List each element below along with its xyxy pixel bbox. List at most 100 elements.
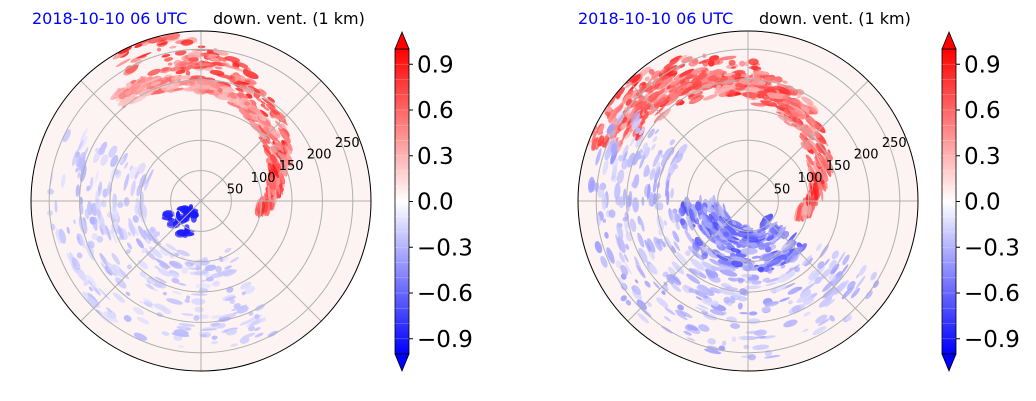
field-cell <box>679 218 686 226</box>
field-cell <box>753 70 770 76</box>
field-cell <box>143 229 152 242</box>
field-cell <box>648 263 658 275</box>
azimuth-line <box>200 200 322 322</box>
field-cell <box>625 89 638 103</box>
field-cell <box>760 100 778 106</box>
field-cell <box>163 57 174 62</box>
field-cell <box>136 316 150 325</box>
field-cell <box>202 327 213 330</box>
field-cell <box>675 152 684 164</box>
field-cell <box>731 260 744 268</box>
field-cell <box>794 266 801 273</box>
field-cell <box>174 230 186 238</box>
polar-frame <box>577 30 919 372</box>
field-cell <box>819 154 830 170</box>
field-cell <box>181 267 189 274</box>
field-cell <box>230 94 237 99</box>
field-cell <box>619 93 631 108</box>
field-cell <box>788 300 793 305</box>
field-cell <box>615 234 622 251</box>
field-cell <box>111 205 117 212</box>
field-cell <box>703 229 716 244</box>
field-cell <box>648 68 655 76</box>
field-cell <box>765 277 782 283</box>
field-cell <box>129 165 133 171</box>
field-cell <box>94 170 99 183</box>
field-cell <box>787 241 797 251</box>
field-cell <box>675 309 687 318</box>
field-cell <box>124 162 129 169</box>
field-cell <box>748 58 759 66</box>
field-cell <box>281 163 286 176</box>
field-cell <box>722 203 726 212</box>
field-cell <box>722 231 730 238</box>
field-cell <box>84 208 90 220</box>
field-cell <box>748 311 758 316</box>
field-cell <box>702 93 718 101</box>
field-cell <box>106 307 113 313</box>
radial-tick-label: 50 <box>774 182 791 197</box>
field-cell <box>155 258 171 269</box>
field-cell <box>258 114 267 122</box>
field-cell <box>248 104 261 114</box>
field-cell <box>670 150 680 166</box>
field-cell <box>189 271 207 276</box>
field-cell <box>89 176 94 191</box>
field-cell <box>736 225 744 230</box>
field-cell <box>173 59 182 66</box>
field-cell <box>652 281 661 290</box>
field-cell <box>701 223 711 237</box>
field-cell <box>608 209 616 219</box>
field-cell <box>589 179 597 193</box>
field-cell <box>99 224 104 236</box>
field-cell <box>271 112 279 120</box>
field-cell <box>203 67 214 72</box>
field-cell <box>148 230 160 244</box>
field-cell <box>279 129 291 143</box>
field-cell <box>618 154 625 162</box>
field-cell <box>175 70 186 75</box>
field-cell <box>621 121 628 129</box>
field-cell <box>685 250 691 256</box>
field-cell <box>707 338 716 345</box>
field-cell <box>165 243 177 252</box>
field-cell <box>136 184 141 197</box>
field-cell <box>145 76 162 84</box>
field-cell <box>102 202 107 208</box>
field-cell <box>169 260 183 269</box>
field-cell <box>66 252 73 266</box>
feature-positive_band-2 <box>110 74 280 146</box>
field-cell <box>627 152 636 168</box>
field-cell <box>76 268 87 282</box>
field-cell <box>225 329 238 336</box>
field-cell <box>651 70 661 78</box>
field-cell <box>670 283 682 292</box>
field-cell <box>277 185 281 195</box>
field-cell <box>126 242 133 250</box>
field-cell <box>622 144 629 157</box>
field-cell <box>147 68 161 76</box>
field-cell <box>687 74 695 79</box>
field-cell <box>640 106 645 111</box>
field-cell <box>639 148 644 154</box>
field-cell <box>751 80 765 86</box>
field-cell <box>597 135 605 147</box>
field-cell <box>639 154 646 169</box>
field-cell <box>641 101 647 107</box>
field-cell <box>766 92 784 100</box>
field-cell <box>597 186 605 198</box>
field-cell <box>822 286 836 299</box>
field-cell <box>117 97 128 107</box>
field-cell <box>778 93 786 97</box>
time-label: 2018-10-10 06 UTC <box>32 9 187 28</box>
field-cell <box>658 67 668 74</box>
field-cell <box>703 206 708 214</box>
field-cell <box>705 272 716 279</box>
colorbar-tick-label: −0.3 <box>417 235 473 261</box>
field-cell <box>600 255 608 268</box>
field-cell <box>663 148 671 159</box>
field-cell <box>240 65 249 69</box>
field-cell <box>717 259 733 267</box>
field-cell <box>591 130 598 143</box>
field-cell <box>269 154 277 164</box>
